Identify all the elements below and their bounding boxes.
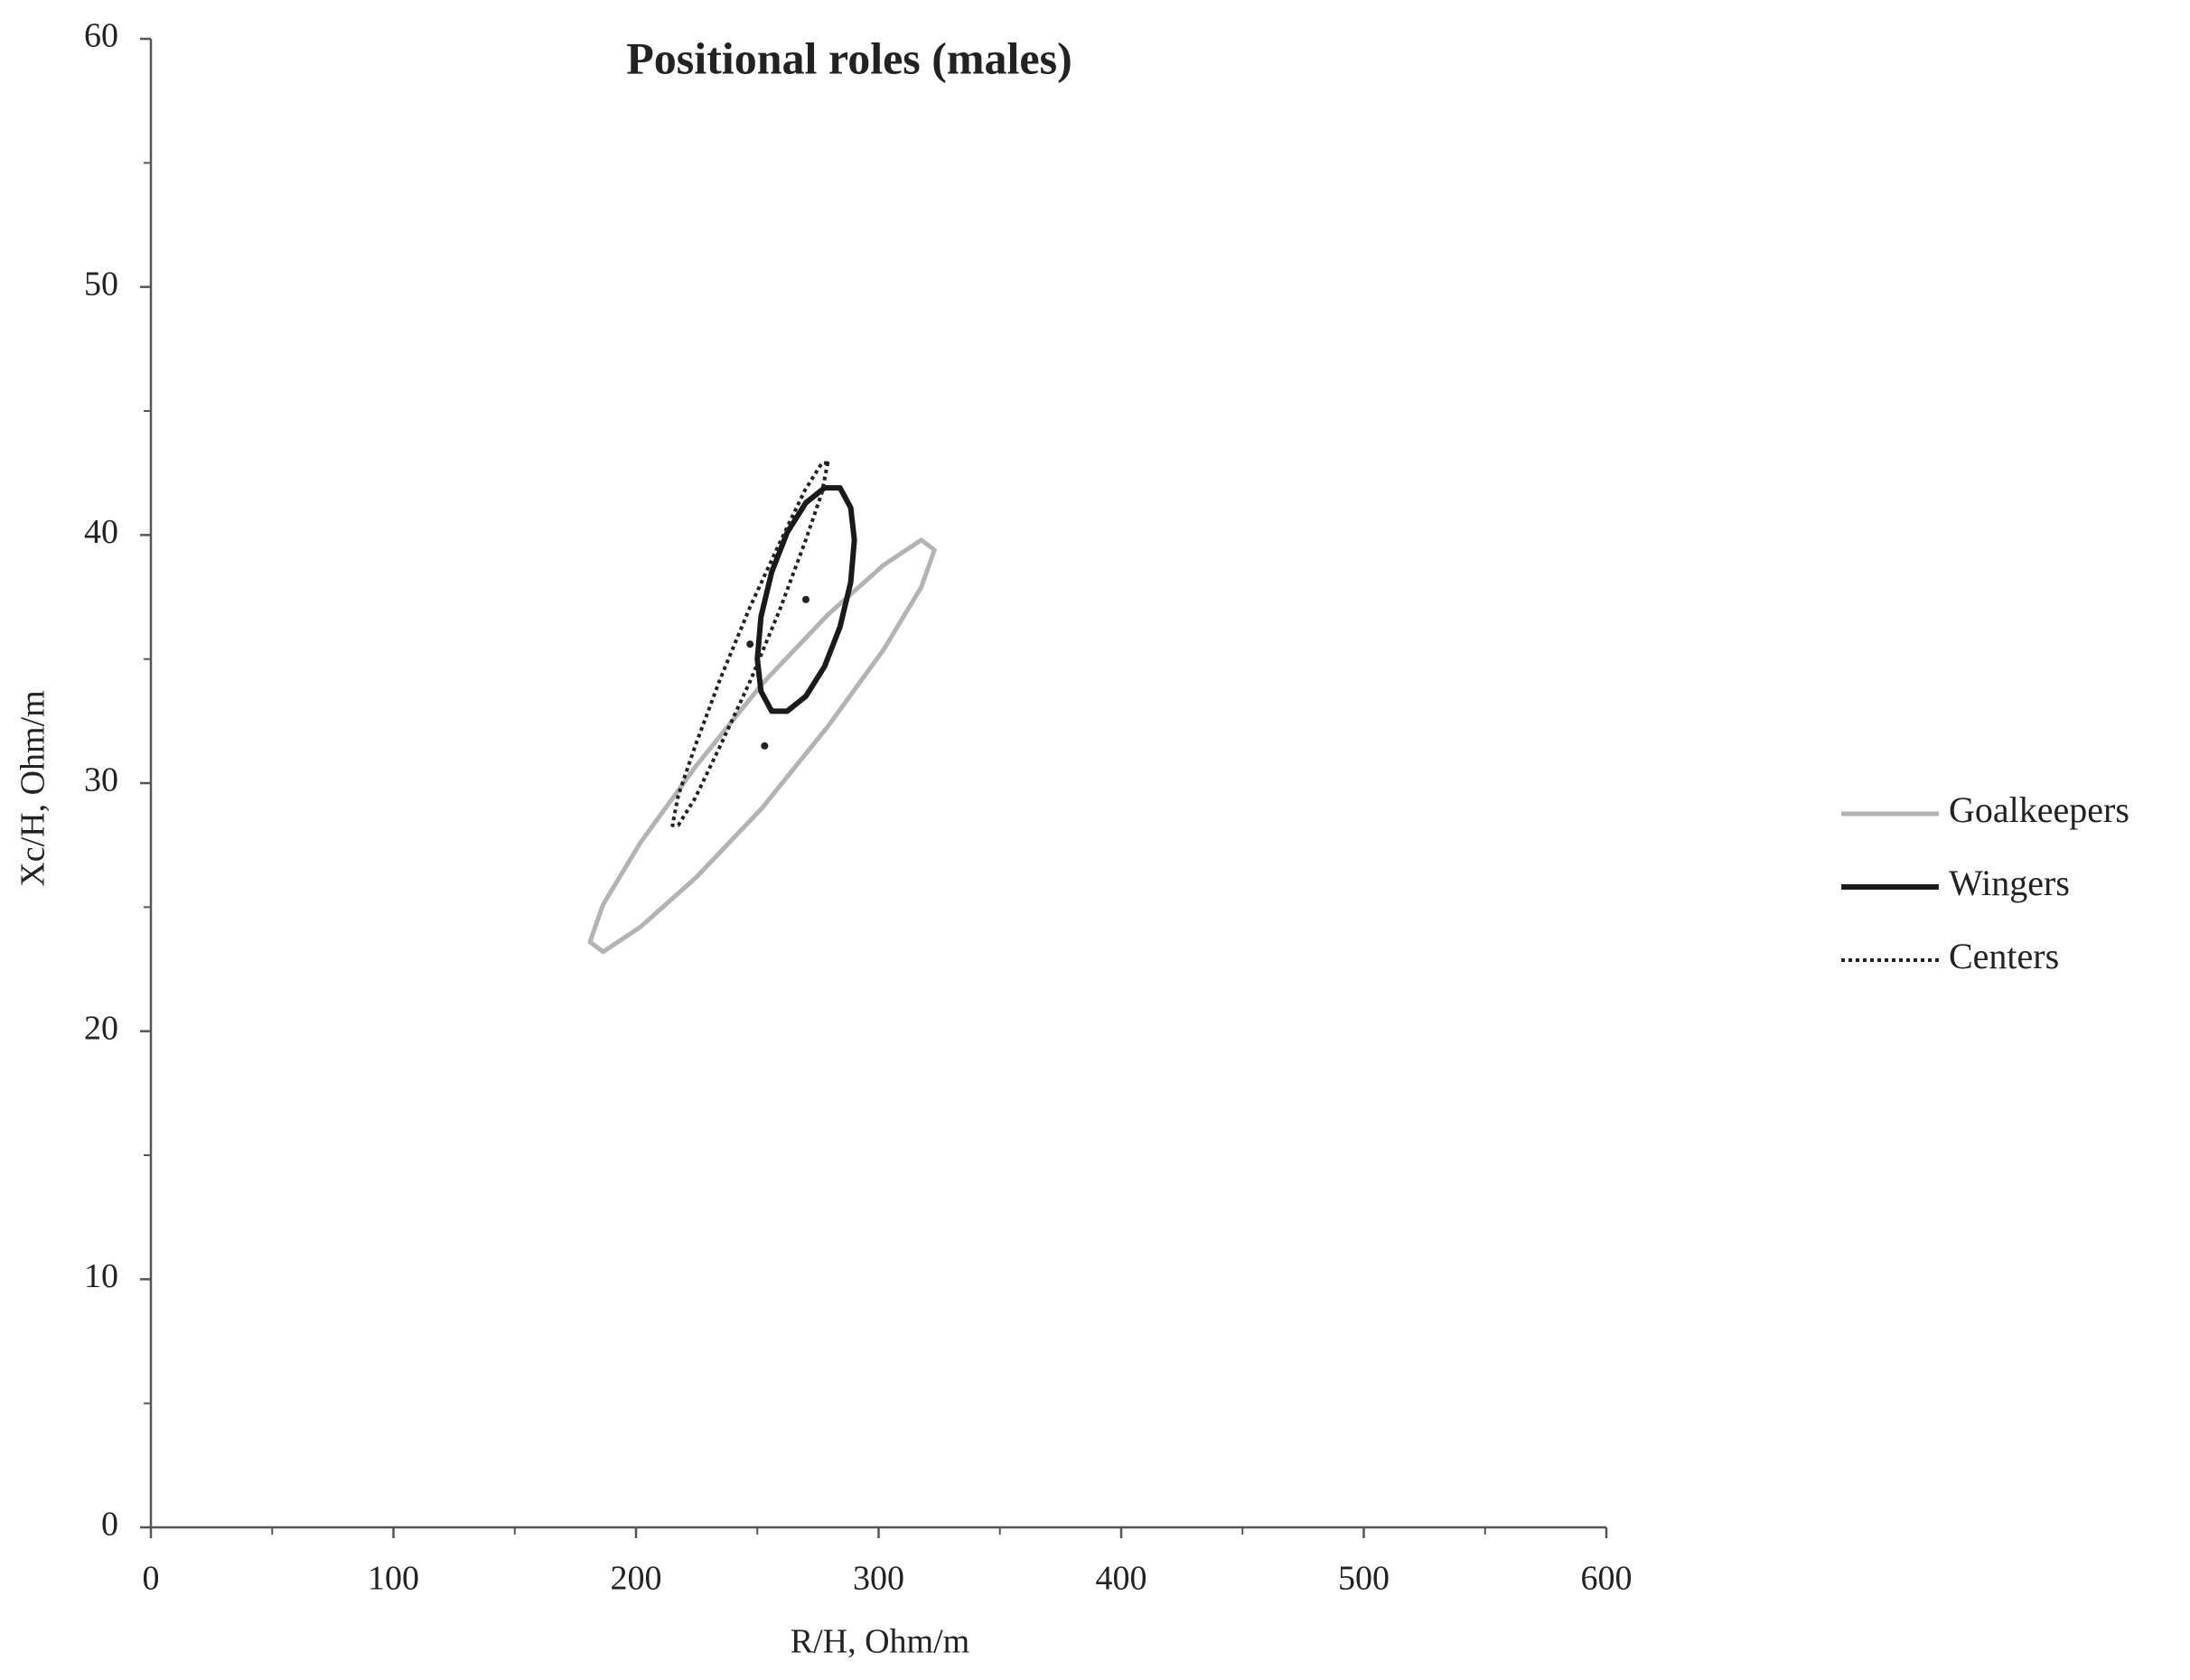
y-tick-label: 0 xyxy=(101,1506,118,1544)
legend-label: Goalkeepers xyxy=(1949,789,2129,830)
y-tick-label: 10 xyxy=(84,1257,118,1295)
x-tick-label: 600 xyxy=(1581,1560,1633,1598)
ellipse xyxy=(754,485,857,714)
x-tick-label: 0 xyxy=(143,1560,160,1598)
legend-label: Centers xyxy=(1949,936,2059,976)
center-point xyxy=(801,595,810,603)
x-tick-label: 300 xyxy=(853,1560,904,1598)
y-tick-label: 30 xyxy=(84,761,118,799)
y-tick-label: 40 xyxy=(84,513,118,551)
chart-title: Positional roles (males) xyxy=(626,33,1072,83)
y-tick-label: 50 xyxy=(84,265,118,303)
y-axis-label: Xc/H, Ohm/m xyxy=(14,690,52,886)
x-tick-label: 200 xyxy=(611,1560,662,1598)
x-axis-label: R/H, Ohm/m xyxy=(791,1623,969,1661)
ellipse xyxy=(670,461,830,827)
x-tick-label: 100 xyxy=(368,1560,419,1598)
x-tick-label: 500 xyxy=(1338,1560,1390,1598)
legend-label: Wingers xyxy=(1949,863,2070,903)
y-tick-label: 60 xyxy=(84,17,118,55)
center-point xyxy=(746,640,754,649)
y-tick-label: 20 xyxy=(84,1009,118,1047)
x-tick-label: 400 xyxy=(1096,1560,1147,1598)
center-point xyxy=(761,742,769,750)
